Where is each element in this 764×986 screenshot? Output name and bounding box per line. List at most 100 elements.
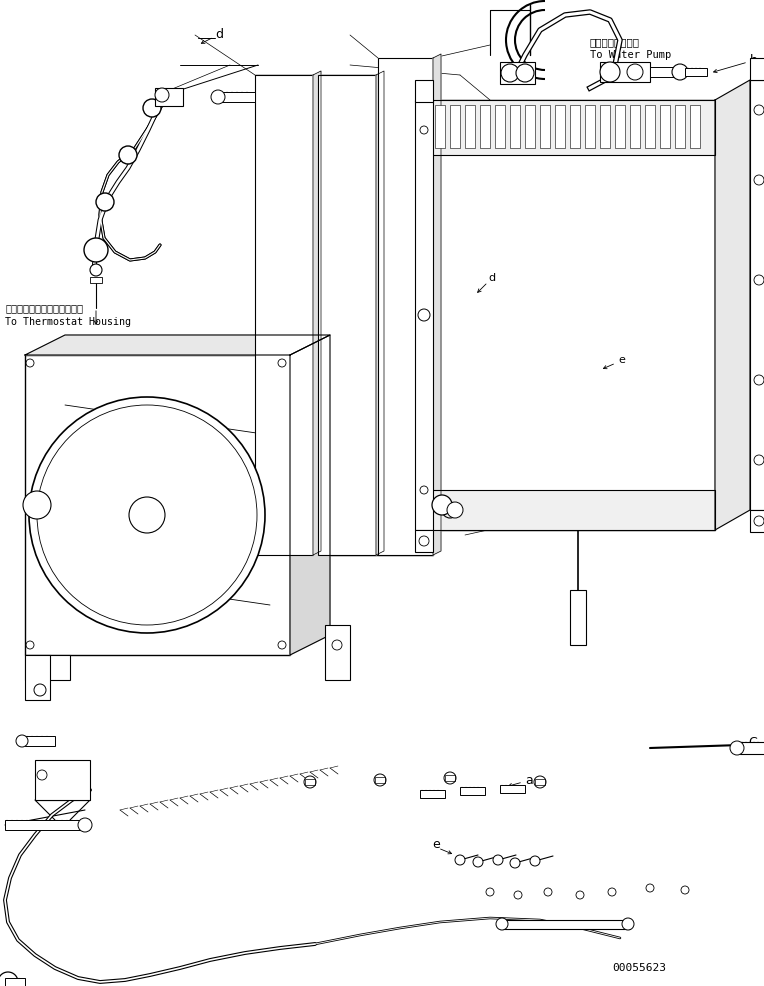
Text: サーモスタットハウジングへ: サーモスタットハウジングへ — [5, 303, 83, 313]
Bar — [445, 775, 455, 781]
Circle shape — [501, 64, 519, 82]
Bar — [535, 779, 545, 785]
Bar — [25, 355, 290, 655]
Circle shape — [447, 502, 463, 518]
Circle shape — [530, 856, 540, 866]
Text: d: d — [215, 29, 223, 41]
Circle shape — [432, 495, 452, 515]
Bar — [685, 68, 707, 76]
Bar — [600, 62, 650, 82]
Circle shape — [96, 193, 114, 211]
Bar — [660, 105, 670, 148]
Bar — [600, 105, 610, 148]
Bar — [305, 779, 315, 785]
Circle shape — [672, 64, 688, 80]
Bar — [570, 105, 580, 148]
Circle shape — [486, 888, 494, 896]
Bar — [90, 277, 102, 283]
Bar — [675, 105, 685, 148]
Polygon shape — [433, 54, 441, 555]
Circle shape — [544, 888, 552, 896]
Text: ウォータポンプへ: ウォータポンプへ — [590, 37, 640, 47]
Bar — [375, 777, 385, 783]
Bar — [645, 105, 655, 148]
Bar — [430, 100, 715, 155]
Circle shape — [510, 858, 520, 868]
Circle shape — [514, 891, 522, 899]
Circle shape — [16, 735, 28, 747]
Circle shape — [576, 891, 584, 899]
Circle shape — [374, 774, 386, 786]
Circle shape — [681, 886, 689, 894]
Bar — [540, 105, 550, 148]
Bar — [500, 785, 525, 793]
Bar — [415, 100, 433, 530]
Bar — [750, 80, 764, 510]
Bar — [460, 787, 485, 795]
Bar — [255, 75, 313, 555]
Bar — [740, 742, 764, 754]
Text: c: c — [570, 515, 576, 525]
Circle shape — [418, 309, 430, 321]
Bar — [500, 920, 630, 929]
Circle shape — [119, 146, 137, 164]
Text: b: b — [418, 507, 425, 517]
Polygon shape — [290, 335, 330, 655]
Bar — [5, 978, 25, 986]
Bar — [450, 105, 460, 148]
Circle shape — [473, 857, 483, 867]
Bar — [555, 105, 565, 148]
Circle shape — [0, 972, 18, 986]
Text: To Water Pump: To Water Pump — [590, 50, 672, 60]
Circle shape — [608, 888, 616, 896]
Circle shape — [143, 99, 161, 117]
Circle shape — [84, 238, 108, 262]
Bar — [435, 105, 445, 148]
Circle shape — [534, 776, 546, 788]
Bar — [25, 655, 70, 680]
Polygon shape — [25, 335, 330, 355]
Bar — [5, 820, 85, 830]
Circle shape — [129, 497, 165, 533]
Circle shape — [496, 918, 508, 930]
Bar — [220, 92, 255, 102]
Text: a: a — [525, 773, 533, 787]
Circle shape — [90, 264, 102, 276]
Circle shape — [627, 64, 643, 80]
Circle shape — [600, 62, 620, 82]
Bar — [480, 105, 490, 148]
Bar — [495, 105, 505, 148]
Bar — [420, 790, 445, 798]
Circle shape — [455, 855, 465, 865]
Bar — [325, 625, 350, 680]
Bar — [750, 510, 764, 532]
Circle shape — [23, 491, 51, 519]
Text: e: e — [618, 355, 625, 365]
Bar — [570, 590, 586, 645]
Bar — [430, 490, 715, 530]
Bar — [690, 105, 700, 148]
Bar — [415, 530, 433, 552]
Bar — [630, 105, 640, 148]
Bar — [415, 80, 433, 102]
Polygon shape — [715, 80, 750, 530]
Circle shape — [155, 88, 169, 102]
Circle shape — [29, 397, 265, 633]
Bar — [650, 67, 680, 77]
Bar — [430, 100, 715, 530]
Circle shape — [211, 90, 225, 104]
Circle shape — [444, 772, 456, 784]
Bar — [25, 736, 55, 746]
Bar — [35, 760, 90, 800]
Circle shape — [646, 884, 654, 892]
Bar — [465, 105, 475, 148]
Circle shape — [622, 918, 634, 930]
Text: C: C — [748, 736, 757, 748]
Bar — [318, 75, 376, 555]
Bar — [510, 105, 520, 148]
Bar — [615, 105, 625, 148]
Text: b: b — [750, 53, 758, 66]
Circle shape — [493, 855, 503, 865]
Circle shape — [516, 64, 534, 82]
Circle shape — [304, 776, 316, 788]
